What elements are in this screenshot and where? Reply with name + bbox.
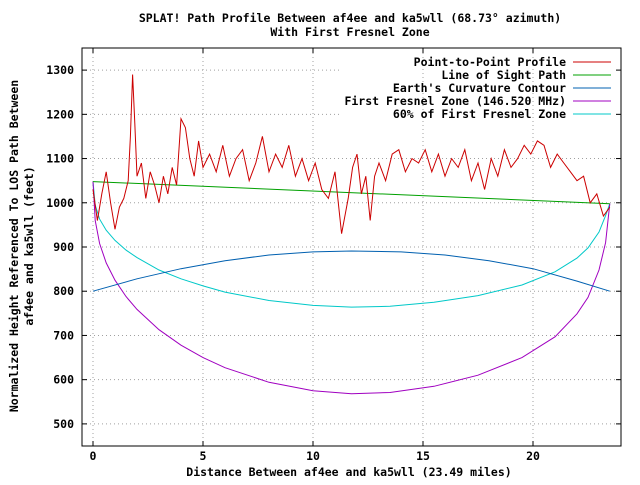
y-tick-label: 800 (53, 284, 74, 298)
legend-label: First Fresnel Zone (146.520 MHz) (344, 94, 566, 108)
legend-label: Line of Sight Path (441, 68, 566, 82)
series-line-3 (92, 181, 611, 395)
series-line-1 (92, 181, 610, 205)
y-axis-label-line2: af4ee and ka5wll (feet) (22, 166, 36, 325)
x-tick-label: 10 (306, 449, 320, 463)
series-line-2 (92, 250, 610, 292)
y-axis-label-line1: Normalized Height Referenced To LOS Path… (7, 80, 21, 412)
legend-label: Point-to-Point Profile (414, 55, 566, 69)
x-tick-label: 0 (90, 449, 97, 463)
y-tick-label: 900 (53, 240, 74, 254)
chart-subtitle: With First Fresnel Zone (270, 25, 429, 39)
series-line-4 (92, 181, 611, 308)
x-axis-label: Distance Between af4ee and ka5wll (23.49… (186, 465, 511, 479)
y-tick-label: 1100 (46, 152, 74, 166)
y-tick-label: 1000 (46, 196, 74, 210)
legend-label: 60% of First Fresnel Zone (393, 107, 566, 121)
series-line-0 (92, 74, 611, 234)
series-layer (92, 74, 611, 395)
y-tick-label: 1300 (46, 63, 74, 77)
chart-title: SPLAT! Path Profile Between af4ee and ka… (139, 11, 561, 25)
axis-ticks: 500 600 700 800 900 1000 1100 1200 1300 0 5 10 15 20 (46, 48, 621, 463)
x-tick-label: 15 (416, 449, 430, 463)
y-tick-label: 600 (53, 373, 74, 387)
x-tick-label: 5 (200, 449, 207, 463)
y-tick-label: 1200 (46, 107, 74, 121)
y-tick-label: 700 (53, 328, 74, 342)
y-tick-label: 500 (53, 417, 74, 431)
grid-lines (82, 48, 621, 446)
x-tick-label: 20 (526, 449, 540, 463)
legend-label: Earth's Curvature Contour (393, 81, 566, 95)
